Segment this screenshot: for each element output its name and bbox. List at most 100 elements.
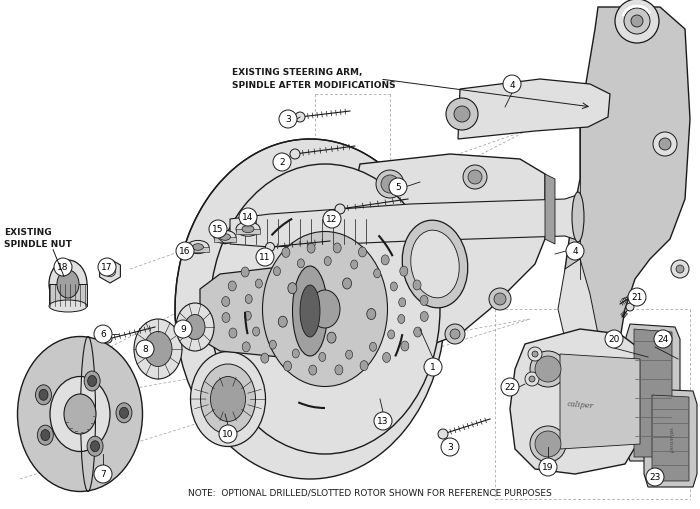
Ellipse shape [144,332,172,367]
Text: 15: 15 [212,225,224,234]
Circle shape [209,220,227,239]
Ellipse shape [310,291,340,328]
Ellipse shape [333,243,341,253]
Ellipse shape [242,226,254,233]
Text: EXISTING STEERING ARM,
SPINDLE AFTER MODIFICATIONS: EXISTING STEERING ARM, SPINDLE AFTER MOD… [232,68,396,89]
Ellipse shape [175,140,445,479]
Ellipse shape [250,236,370,383]
Circle shape [219,425,237,443]
Ellipse shape [193,244,204,251]
Text: 11: 11 [259,253,271,262]
Circle shape [489,289,511,310]
Polygon shape [200,267,310,357]
Circle shape [290,150,300,160]
Circle shape [626,303,634,312]
Polygon shape [652,395,689,481]
Circle shape [494,293,506,305]
Ellipse shape [400,267,408,276]
Ellipse shape [420,296,428,306]
Ellipse shape [284,361,291,371]
Ellipse shape [374,269,381,278]
Circle shape [279,111,297,129]
Ellipse shape [185,315,205,340]
Circle shape [239,209,257,227]
Polygon shape [510,329,645,474]
Ellipse shape [318,353,326,362]
Ellipse shape [214,231,236,244]
Circle shape [376,171,404,199]
Ellipse shape [270,341,276,350]
Circle shape [646,468,664,486]
Ellipse shape [222,313,230,323]
Ellipse shape [367,309,376,320]
Text: caliper: caliper [566,399,594,409]
Ellipse shape [300,286,320,337]
Polygon shape [560,354,640,449]
Text: 7: 7 [100,470,106,478]
Circle shape [438,429,448,439]
Circle shape [653,133,677,157]
Ellipse shape [399,298,406,307]
Text: 12: 12 [326,215,337,224]
Circle shape [450,329,460,340]
Ellipse shape [245,295,252,304]
Polygon shape [634,329,672,457]
Polygon shape [187,247,209,252]
Ellipse shape [176,303,214,351]
Circle shape [631,16,643,28]
Ellipse shape [210,165,440,454]
Circle shape [532,351,538,357]
Ellipse shape [187,241,209,254]
Circle shape [624,9,650,35]
Ellipse shape [49,300,87,313]
Circle shape [530,351,566,387]
Text: wilwood: wilwood [668,426,673,452]
Text: 4: 4 [509,80,514,89]
Ellipse shape [401,342,409,351]
Ellipse shape [282,248,290,258]
Text: 3: 3 [285,115,291,124]
Ellipse shape [41,430,50,441]
Ellipse shape [335,365,343,375]
Circle shape [104,335,112,344]
Ellipse shape [236,222,260,237]
Circle shape [374,412,392,430]
Text: 1: 1 [430,363,436,372]
Ellipse shape [411,231,459,298]
Polygon shape [99,260,120,284]
Text: 10: 10 [223,430,234,439]
Circle shape [463,165,487,190]
Text: 16: 16 [179,247,190,256]
Text: 21: 21 [631,293,643,302]
Ellipse shape [88,376,97,387]
Circle shape [389,179,407,196]
Polygon shape [458,80,610,140]
Ellipse shape [57,270,79,298]
Text: 2: 2 [279,158,285,167]
Polygon shape [644,389,697,487]
Circle shape [295,113,305,123]
Ellipse shape [87,436,103,457]
Circle shape [615,0,659,44]
Ellipse shape [211,377,246,421]
Ellipse shape [342,278,351,290]
Circle shape [54,259,72,276]
Ellipse shape [37,426,53,445]
Ellipse shape [360,361,368,371]
Ellipse shape [391,282,398,292]
Text: 17: 17 [102,263,113,272]
Circle shape [628,289,646,306]
Text: NOTE:  OPTIONAL DRILLED/SLOTTED ROTOR SHOWN FOR REFERENCE PURPOSES: NOTE: OPTIONAL DRILLED/SLOTTED ROTOR SHO… [188,488,552,497]
Ellipse shape [388,330,395,340]
Ellipse shape [253,327,260,336]
Circle shape [136,341,154,358]
Text: EXISTING
SPINDLE NUT: EXISTING SPINDLE NUT [4,228,72,249]
Ellipse shape [279,317,287,327]
Text: 14: 14 [242,213,253,222]
Ellipse shape [324,257,331,266]
Circle shape [605,330,623,348]
Circle shape [530,426,566,462]
Ellipse shape [293,267,328,356]
Ellipse shape [116,403,132,423]
Ellipse shape [262,232,388,387]
